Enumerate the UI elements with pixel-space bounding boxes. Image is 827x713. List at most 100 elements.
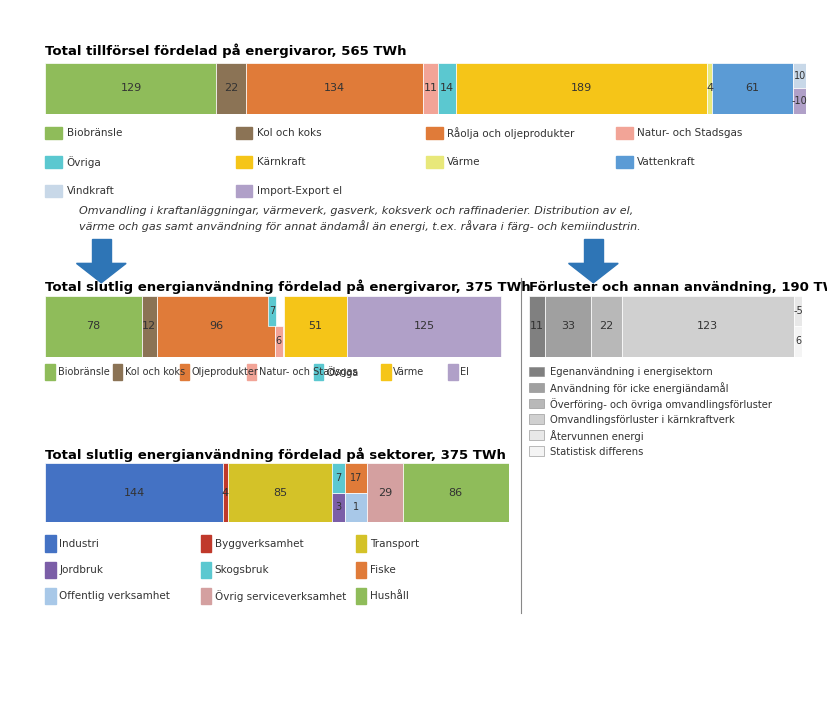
Text: Kol och koks: Kol och koks [125,367,184,377]
Polygon shape [76,263,126,283]
Text: 3: 3 [336,502,342,513]
Text: Hushåll: Hushåll [370,591,409,601]
Text: Transport: Transport [370,538,418,548]
Bar [794,327,802,356]
Text: Användning för icke energiändamål: Användning för icke energiändamål [550,382,729,394]
Text: Biobränsle: Biobränsle [58,367,109,377]
Bar [236,185,252,197]
Bar [793,63,806,88]
Text: Övriga: Övriga [67,156,102,168]
Bar [545,296,590,356]
Text: 11: 11 [530,321,544,332]
Text: Övrig serviceverksamhet: Övrig serviceverksamhet [214,590,346,602]
Bar [529,296,545,356]
Text: El: El [461,367,469,377]
Text: Värme: Värme [447,157,480,167]
Text: 22: 22 [599,321,614,332]
Text: Kärnkraft: Kärnkraft [257,157,305,167]
Bar [217,63,246,114]
Text: Biobränsle: Biobränsle [67,128,122,138]
Bar [356,588,366,604]
Text: Offentlig verksamhet: Offentlig verksamhet [60,591,170,601]
Text: 6: 6 [795,337,801,347]
Text: Byggverksamhet: Byggverksamhet [214,538,304,548]
Bar [284,296,347,356]
Text: 61: 61 [746,83,760,93]
Bar [381,364,390,380]
Bar [332,463,345,493]
Bar [622,296,794,356]
Bar [45,588,55,604]
Bar [347,296,501,356]
Bar [45,296,141,356]
Bar [529,446,544,456]
Bar [367,463,403,522]
Bar [590,296,622,356]
Bar [616,127,633,139]
Bar [227,463,332,522]
Text: Återvunnen energi: Återvunnen energi [550,430,643,441]
Bar [268,296,276,327]
Text: 85: 85 [273,488,287,498]
Text: 11: 11 [423,83,437,93]
Text: Vattenkraft: Vattenkraft [638,157,696,167]
Text: 134: 134 [324,83,345,93]
Text: 33: 33 [561,321,575,332]
Text: Natur- och Stadsgas: Natur- och Stadsgas [638,128,743,138]
Text: Total slutlig energianvändning fördelad på sektorer, 375 TWh: Total slutlig energianvändning fördelad … [45,448,506,462]
Bar [314,364,323,380]
Bar [45,185,62,197]
Bar [246,63,423,114]
Bar [356,562,366,578]
Bar [345,463,367,493]
Text: 129: 129 [121,83,141,93]
Bar [275,327,283,356]
Text: Skogsbruk: Skogsbruk [214,565,269,575]
Text: 144: 144 [123,488,145,498]
Text: 10: 10 [794,71,805,81]
Bar [529,399,544,408]
Text: 22: 22 [224,83,238,93]
Bar [201,535,211,552]
Bar [707,63,712,114]
Text: 6: 6 [276,337,282,347]
Text: 17: 17 [350,473,362,483]
Text: Import-Export el: Import-Export el [257,186,342,196]
Bar [236,156,252,168]
Text: Övriga: Övriga [326,366,358,379]
Text: Fiske: Fiske [370,565,395,575]
Bar [426,127,442,139]
Bar [45,63,217,114]
Bar [179,364,189,380]
Bar [356,535,366,552]
Text: värme och gas samt användning för annat ändamål än energi, t.ex. råvara i färg- : värme och gas samt användning för annat … [79,220,640,232]
Bar [529,383,544,392]
Polygon shape [569,263,618,283]
Bar [201,562,211,578]
Bar [45,562,55,578]
Text: 123: 123 [697,321,719,332]
Text: Värme: Värme [394,367,424,377]
Bar [45,127,62,139]
Bar [616,156,633,168]
Bar [45,156,62,168]
Text: -5: -5 [793,306,803,316]
Text: 51: 51 [308,321,323,332]
Bar [222,463,227,522]
Text: Total tillförsel fördelad på energivaror, 565 TWh: Total tillförsel fördelad på energivaror… [45,44,407,58]
Text: 4: 4 [706,83,713,93]
Text: 96: 96 [209,321,223,332]
Text: Kol och koks: Kol och koks [257,128,322,138]
Bar [529,366,544,376]
Text: Statistisk differens: Statistisk differens [550,446,643,456]
Text: Jordbruk: Jordbruk [60,565,103,575]
Text: 4: 4 [222,488,229,498]
Text: -10: -10 [791,96,808,106]
Bar [156,296,275,356]
Text: 125: 125 [414,321,434,332]
Text: 29: 29 [378,488,392,498]
Bar [236,127,252,139]
Text: Egenanvändning i energisektorn: Egenanvändning i energisektorn [550,367,713,377]
Text: 12: 12 [142,321,156,332]
Bar [529,431,544,440]
